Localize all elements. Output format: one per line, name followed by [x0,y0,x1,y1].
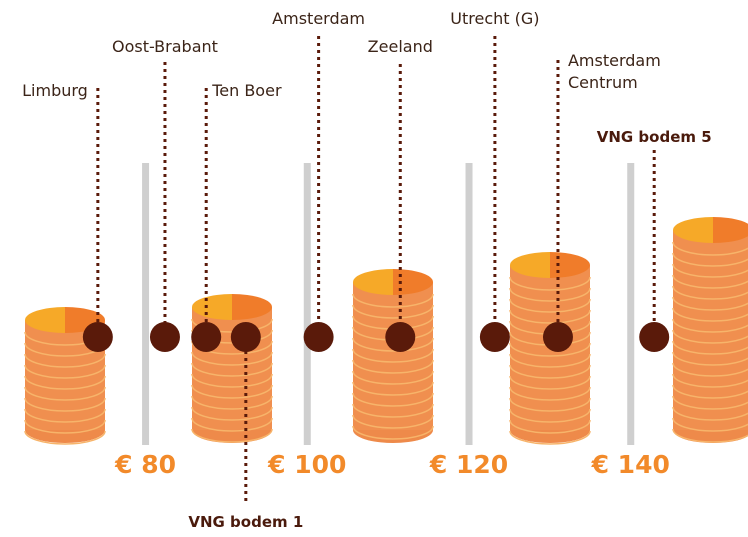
coin [353,282,433,430]
dot [639,322,669,352]
dot [231,322,261,352]
point-label: Ten Boer [212,80,281,102]
point-label: Zeeland [368,36,433,58]
x-tick-label: € 80 [115,450,176,479]
dot [543,322,573,352]
x-tick-label: € 100 [268,450,346,479]
coin-stack [192,294,272,443]
point-label: VNG bodem 1 [188,511,303,533]
point-label: Amsterdam Centrum [568,50,668,94]
x-tick-label: € 120 [430,450,508,479]
dot [191,322,221,352]
point-label: Utrecht (G) [450,8,539,30]
dot [304,322,334,352]
point-label: VNG bodem 5 [597,126,712,148]
x-tick-label: € 140 [592,450,670,479]
dot [150,322,180,352]
infographic: € 80 € 100 € 120 € 140 Limburg Oost-Brabant Te… [0,0,748,537]
dot [385,322,415,352]
coin-stack [673,217,748,443]
point-label: Oost-Brabant [112,36,218,58]
coin-stack [353,269,433,443]
dot [83,322,113,352]
point-label: Amsterdam [272,8,365,30]
dot [480,322,510,352]
point-label: Limburg [22,80,88,102]
